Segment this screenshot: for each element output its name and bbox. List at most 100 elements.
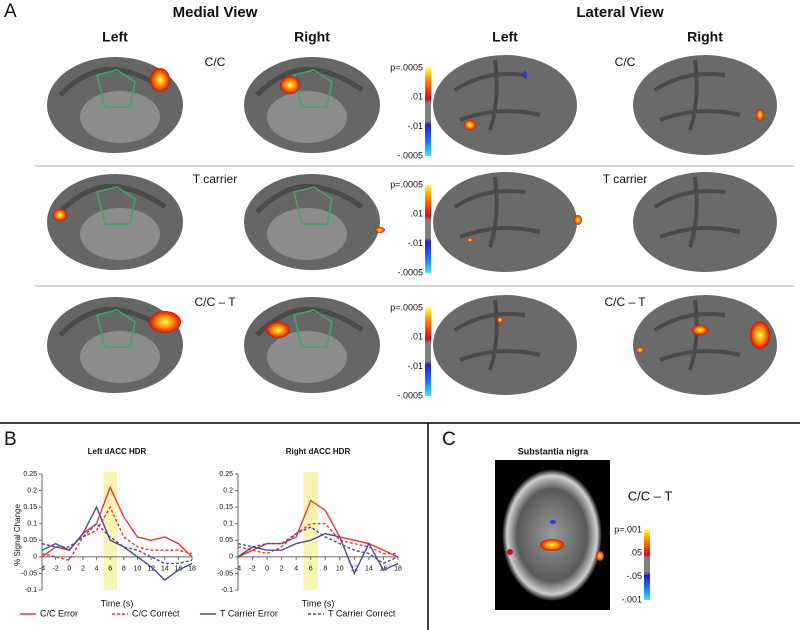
colorbar-label: -.01 xyxy=(407,238,423,248)
activation xyxy=(280,76,300,94)
x-tick-label: -2 xyxy=(249,566,255,573)
roi xyxy=(293,186,333,225)
column-label: Left xyxy=(102,29,128,45)
column-label: Right xyxy=(294,29,330,45)
colorbar-label: -.05 xyxy=(626,571,642,581)
series-line xyxy=(41,505,193,561)
corpus xyxy=(267,331,347,383)
brain xyxy=(433,55,577,155)
series-line xyxy=(41,522,193,565)
series-line xyxy=(237,526,399,565)
y-tick-label: -0.05 xyxy=(21,570,37,577)
colorbar-label: -.0005 xyxy=(397,150,423,160)
view-title: Medial View xyxy=(173,4,258,21)
x-tick-label: -4 xyxy=(235,566,241,573)
y-tick-label: 0.1 xyxy=(223,521,233,528)
sulcus xyxy=(453,299,541,371)
sulcus xyxy=(453,176,541,248)
x-tick-label: 0 xyxy=(265,566,269,573)
activation xyxy=(497,317,503,323)
panel-title: Substantia nigra xyxy=(518,446,590,456)
colorbar xyxy=(425,68,431,156)
legend-label: T Carrier Correct xyxy=(328,608,396,618)
y-tick-label: 0 xyxy=(33,554,37,561)
activation xyxy=(540,539,564,551)
view-title: Lateral View xyxy=(576,4,664,21)
mri-slice xyxy=(502,469,602,601)
panel-letter: C xyxy=(442,429,456,450)
colorbar-label: -.0005 xyxy=(397,390,423,400)
x-tick-label: 12 xyxy=(147,566,155,573)
x-tick-label: 18 xyxy=(394,566,402,573)
x-tick-label: 6 xyxy=(108,566,112,573)
activation xyxy=(464,120,476,130)
y-tick-label: 0.25 xyxy=(219,471,233,478)
activation xyxy=(692,325,708,335)
layout xyxy=(0,165,800,630)
activation xyxy=(149,311,181,333)
activation xyxy=(523,71,527,79)
sulcus xyxy=(653,59,741,131)
y-tick-label: 0.2 xyxy=(27,487,37,494)
y-tick-label: 0.15 xyxy=(23,504,37,511)
contrast-label: C/C xyxy=(205,55,226,69)
colorbar-label: p=.0005 xyxy=(390,179,423,189)
x-tick-label: 12 xyxy=(350,566,358,573)
activation xyxy=(636,347,644,353)
sulcus xyxy=(653,299,741,371)
roi xyxy=(96,186,136,225)
activation xyxy=(375,227,385,233)
brain xyxy=(633,172,777,272)
x-tick-label: 10 xyxy=(134,566,142,573)
colorbar-label: -.01 xyxy=(407,361,423,371)
colorbar-label: .01 xyxy=(410,209,423,219)
x-tick-label: 4 xyxy=(95,566,99,573)
colorbar-label: -.001 xyxy=(621,594,642,604)
corpus xyxy=(80,208,160,260)
x-tick-label: 6 xyxy=(309,566,313,573)
contrast-label: C/C – T xyxy=(628,488,673,503)
y-tick-label: 0.15 xyxy=(219,504,233,511)
x-tick-label: 2 xyxy=(280,566,284,573)
x-tick-label: -4 xyxy=(39,566,45,573)
colorbar-label: p=.0005 xyxy=(390,62,423,72)
x-tick-label: 14 xyxy=(365,566,373,573)
x-tick-label: 4 xyxy=(294,566,298,573)
y-axis-label: % Signal Change xyxy=(13,504,22,566)
sulcus xyxy=(58,183,167,214)
colorbar-label: p=.001 xyxy=(614,524,642,534)
colorbar-label: -.0005 xyxy=(397,267,423,277)
x-axis-label: Time (s) xyxy=(101,598,134,608)
y-tick-label: 0.05 xyxy=(23,537,37,544)
brain xyxy=(433,172,577,272)
panel-letter: A xyxy=(4,1,17,22)
contrast-label: C/C – T xyxy=(604,295,646,309)
corpus xyxy=(267,91,347,143)
x-tick-label: 0 xyxy=(67,566,71,573)
activation xyxy=(596,551,604,561)
y-tick-label: -0.1 xyxy=(221,587,233,594)
sulcus xyxy=(453,59,541,131)
contrast-label: T carrier xyxy=(193,172,237,186)
x-tick-label: 16 xyxy=(174,566,182,573)
x-tick-label: 14 xyxy=(161,566,169,573)
roi xyxy=(96,69,136,108)
corpus xyxy=(80,331,160,383)
activation xyxy=(467,238,473,242)
sulcus xyxy=(255,183,364,214)
roi xyxy=(293,69,333,108)
activation xyxy=(550,520,556,524)
contrast-label: C/C xyxy=(615,55,636,69)
brain xyxy=(433,295,577,395)
brain xyxy=(633,295,777,395)
legend-label: C/C Error xyxy=(40,608,78,618)
colorbar xyxy=(644,530,650,600)
x-tick-label: -2 xyxy=(53,566,59,573)
series-line xyxy=(41,505,193,581)
panel-letter: B xyxy=(4,429,17,450)
x-tick-label: 2 xyxy=(81,566,85,573)
colorbar-label: p=.0005 xyxy=(390,302,423,312)
activation xyxy=(266,322,290,338)
contrast-label: T carrier xyxy=(603,172,647,186)
